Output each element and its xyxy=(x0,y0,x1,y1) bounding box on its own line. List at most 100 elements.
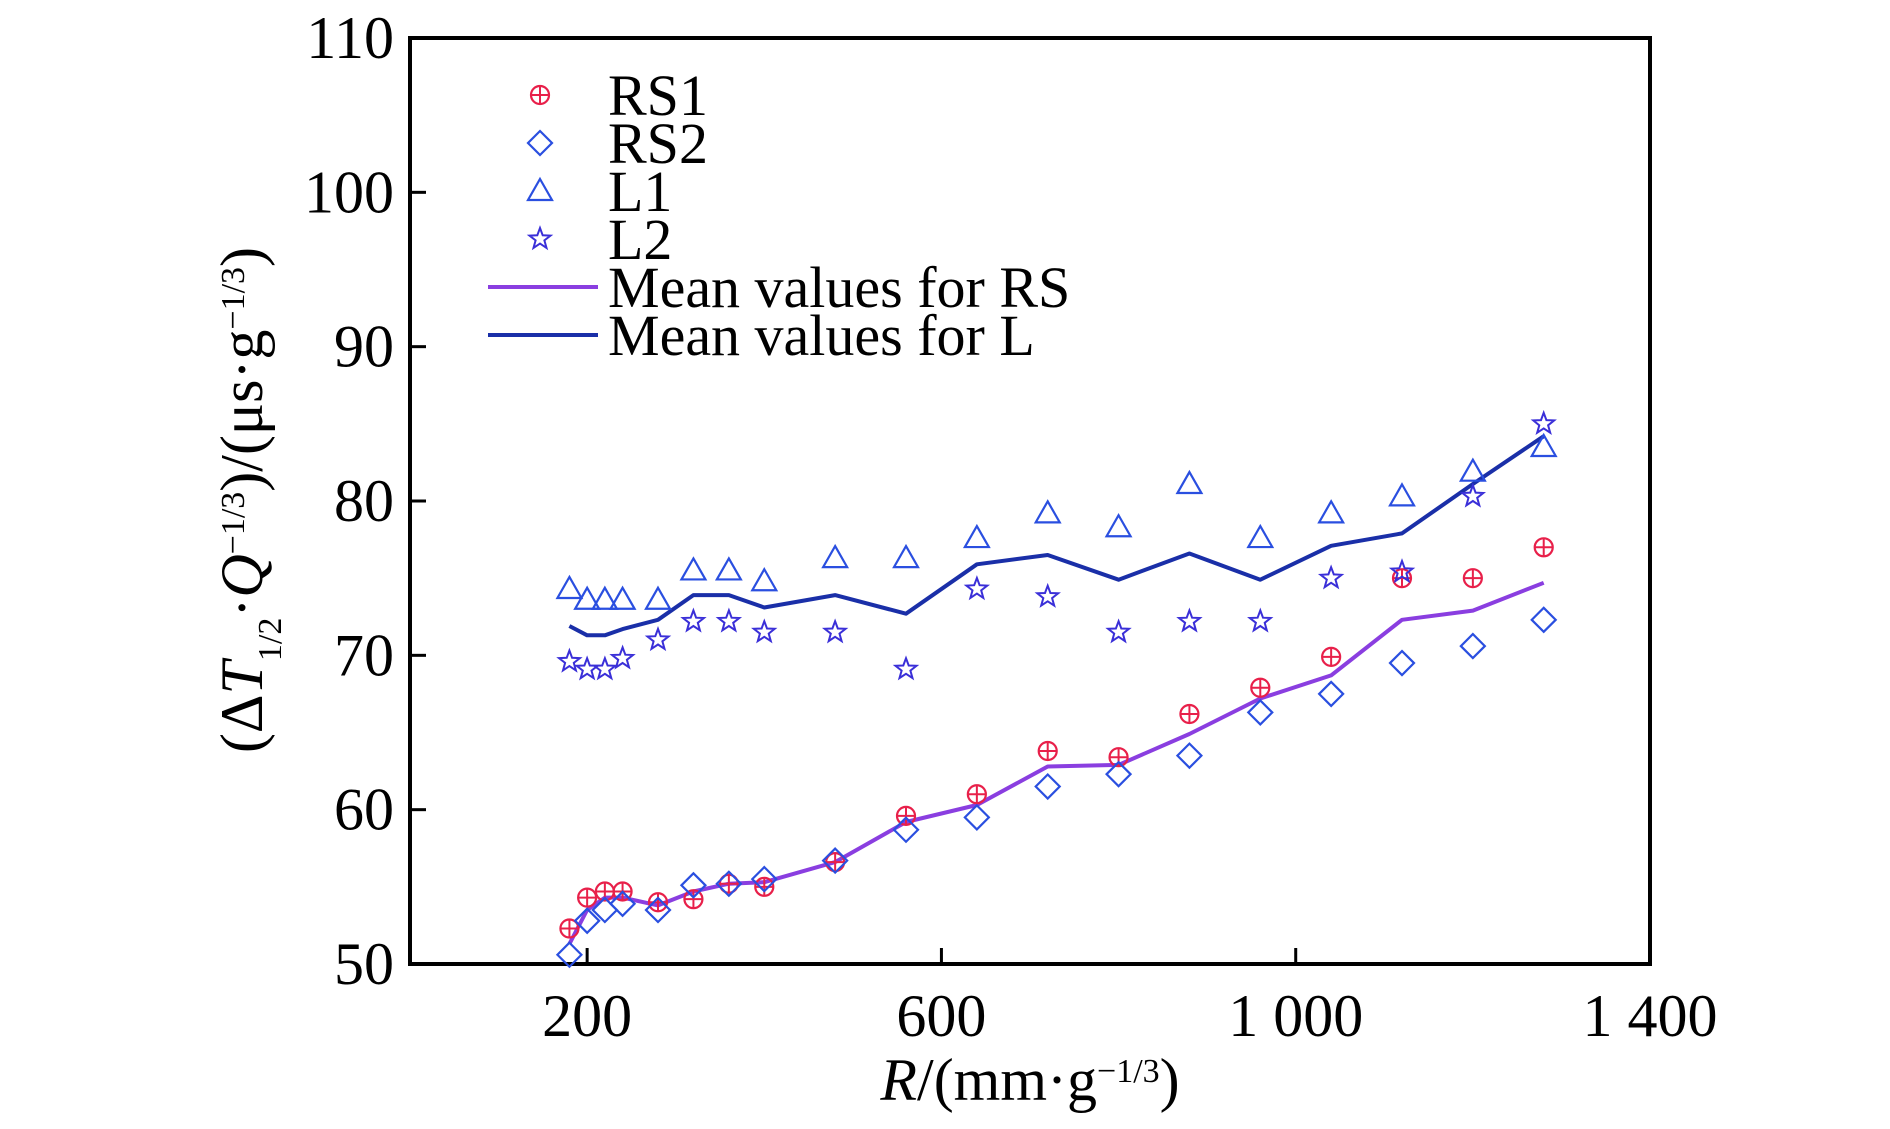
l1-marker xyxy=(526,176,554,202)
rs2-marker xyxy=(573,907,601,935)
rs1-marker xyxy=(1321,646,1342,667)
y-tick-label: 90 xyxy=(334,314,394,380)
l2-marker xyxy=(1388,558,1416,584)
rs1-marker xyxy=(1533,537,1554,558)
rs2-marker xyxy=(1175,742,1203,770)
y-tick-label: 50 xyxy=(334,931,394,997)
rs2-marker xyxy=(892,816,920,844)
rs2-marker xyxy=(1246,698,1274,726)
l1-marker xyxy=(714,556,743,581)
l1-marker xyxy=(1033,499,1062,524)
rs1-marker xyxy=(718,873,739,894)
l2-marker xyxy=(573,655,601,681)
y-axis-label-mid: · xyxy=(209,598,275,618)
y-tick-label: 70 xyxy=(334,622,394,688)
rs1-marker xyxy=(754,876,775,897)
series-rs1-points xyxy=(559,537,1554,939)
series-l2-points xyxy=(556,409,1557,681)
rs2-marker xyxy=(1034,772,1062,801)
y-axis-label-exp2: −1/3 xyxy=(215,267,252,330)
rs1-marker xyxy=(1179,703,1200,725)
plot-frame xyxy=(408,36,1652,966)
l2-marker xyxy=(892,655,920,681)
y-axis-ticks: 50 60 70 80 90 100 110 xyxy=(304,5,426,997)
rs2-marker xyxy=(1530,606,1558,634)
l2-marker xyxy=(821,618,849,644)
l2-marker xyxy=(591,655,619,681)
x-axis-label-var: R xyxy=(879,1047,917,1113)
rs1-marker xyxy=(529,84,551,106)
l2-marker xyxy=(644,626,672,652)
l1-marker xyxy=(892,543,920,569)
x-axis-ticks: 200 600 1 000 1 400 xyxy=(542,948,1718,1049)
series-markers xyxy=(555,409,1558,969)
mean-line xyxy=(568,434,1545,638)
rs2-marker xyxy=(750,865,778,893)
x-tick-label: 600 xyxy=(896,983,986,1049)
rs1-marker xyxy=(966,784,987,805)
l2-marker xyxy=(1176,607,1203,633)
rs2-marker xyxy=(555,941,583,969)
rs2-marker xyxy=(526,129,554,157)
l1-marker xyxy=(962,523,991,549)
rs1-marker xyxy=(1462,568,1483,589)
l2-marker xyxy=(715,607,743,633)
rs2-marker xyxy=(609,890,637,918)
l1-marker xyxy=(679,556,708,581)
rs1-marker xyxy=(559,918,580,939)
rs2-marker xyxy=(963,803,991,831)
l1-marker xyxy=(821,543,850,569)
rs2-marker xyxy=(1317,680,1345,708)
legend-label: L1 xyxy=(608,159,672,224)
y-axis-label-sub: 1/2 xyxy=(252,618,289,661)
l1-marker xyxy=(1246,523,1275,549)
l1-marker xyxy=(644,585,672,610)
l2-marker xyxy=(1247,607,1274,633)
l2-marker xyxy=(751,618,778,644)
l1-marker xyxy=(608,585,637,610)
x-axis-label-unit: /(mm·g xyxy=(917,1047,1097,1113)
series-lines xyxy=(567,434,1545,945)
l2-marker xyxy=(1530,409,1557,436)
x-axis-label-close: ) xyxy=(1160,1047,1180,1113)
y-tick-label: 110 xyxy=(306,5,394,71)
y-axis-label-unit: )/(μs·g xyxy=(209,330,275,492)
legend-label: Mean values for RS xyxy=(608,255,1070,320)
l2-marker xyxy=(963,575,991,601)
l1-marker xyxy=(1175,469,1204,495)
rs2-marker xyxy=(821,847,849,875)
l2-marker xyxy=(526,225,554,251)
rs2-marker xyxy=(644,896,672,924)
x-axis-label: R/(mm·g−1/3) xyxy=(879,1047,1179,1113)
series-rs2-points xyxy=(555,606,1558,969)
l2-marker xyxy=(680,607,707,633)
l2-marker xyxy=(609,644,636,670)
rs2-marker xyxy=(1105,760,1133,788)
rs1-marker xyxy=(647,892,669,913)
y-tick-label: 100 xyxy=(304,159,394,225)
x-tick-label: 1 400 xyxy=(1583,983,1718,1049)
l1-marker xyxy=(1317,499,1346,524)
mean-line xyxy=(567,580,1545,945)
l1-marker xyxy=(590,585,619,610)
rs1-marker xyxy=(577,887,598,908)
l1-marker xyxy=(1104,513,1133,538)
y-axis-label-exp1: −1/3 xyxy=(215,492,252,555)
rs1-marker xyxy=(683,889,704,910)
l1-marker xyxy=(750,567,779,592)
y-tick-label: 80 xyxy=(334,468,394,534)
y-axis-label-open: (Δ xyxy=(209,694,275,753)
rs2-marker xyxy=(679,871,707,899)
x-tick-label: 200 xyxy=(542,983,632,1049)
y-axis-label-var2: Q xyxy=(209,554,275,597)
l2-marker xyxy=(1317,564,1345,590)
rs2-marker xyxy=(715,870,743,898)
l1-marker xyxy=(1388,482,1416,507)
legend-label: RS1 xyxy=(608,63,708,128)
y-axis-label-var: T xyxy=(209,657,275,694)
legend-label: RS2 xyxy=(608,111,708,176)
l1-marker xyxy=(1458,457,1487,482)
rs1-marker xyxy=(895,805,917,826)
l2-marker xyxy=(556,647,583,673)
